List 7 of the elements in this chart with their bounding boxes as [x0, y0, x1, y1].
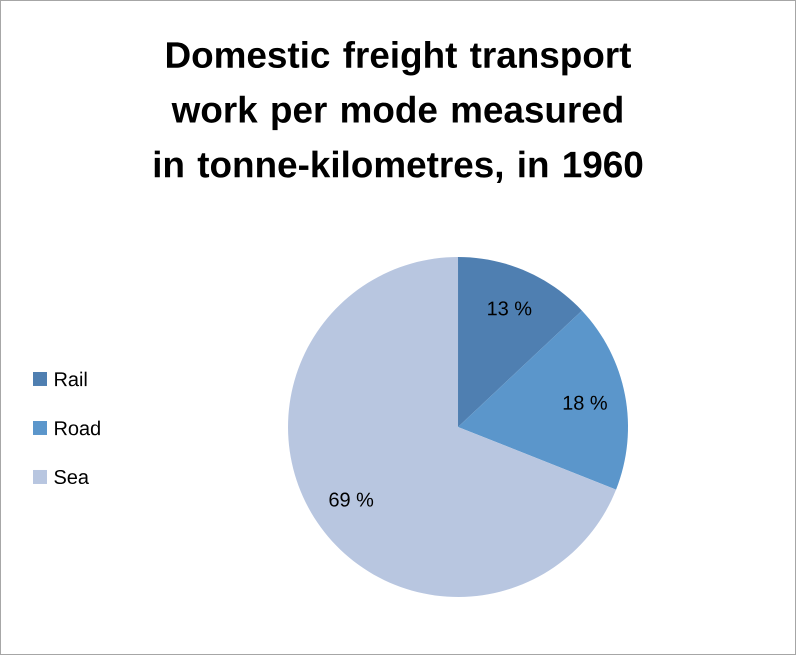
- legend-label: Sea: [54, 470, 89, 484]
- chart-title: Domestic freight transport work per mode measured in tonne-kilometres, in 1960: [154, 40, 642, 183]
- legend-label: Rail: [55, 372, 87, 386]
- data-label: 69 %: [329, 492, 374, 507]
- legend-label: Road: [55, 420, 100, 436]
- data-label: 13 %: [488, 301, 532, 316]
- data-label: 18 %: [564, 396, 607, 410]
